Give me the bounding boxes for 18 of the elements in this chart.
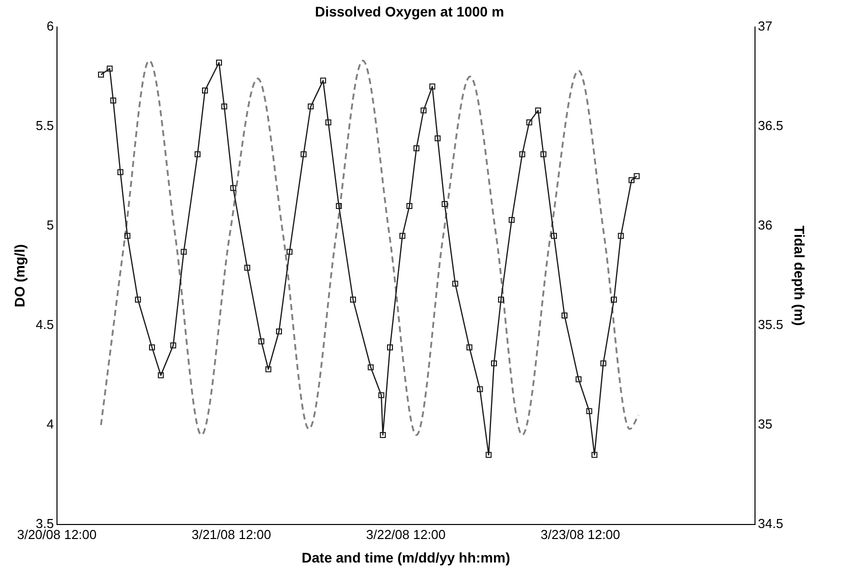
y-tick-label: 5 bbox=[46, 218, 54, 232]
y-tick-label: 4 bbox=[46, 416, 54, 432]
y-tick-label: 4.5 bbox=[36, 317, 54, 332]
y2-tick-label: 37 bbox=[758, 18, 772, 34]
y-tick-label: 6 bbox=[46, 18, 54, 34]
y2-tick-label: 34.5 bbox=[758, 516, 784, 532]
y2-axis-title: Tidal depth (m) bbox=[792, 226, 808, 326]
x-tick-label: 3/22/08 12:00 bbox=[366, 526, 446, 542]
y-tick-label: 5.5 bbox=[36, 118, 54, 133]
x-tick-label: 3/21/08 12:00 bbox=[192, 526, 272, 542]
y2-tick-label: 36.5 bbox=[758, 118, 784, 133]
x-axis-title: Date and time (m/dd/yy hh:mm) bbox=[302, 549, 510, 566]
x-tick-label: 3/23/08 12:00 bbox=[540, 526, 620, 542]
y-axis-title: DO (mg/l) bbox=[11, 244, 28, 308]
y2-tick-label: 35 bbox=[758, 416, 772, 432]
chart-title: Dissolved Oxygen at 1000 m bbox=[314, 3, 504, 20]
y2-tick-label: 36 bbox=[758, 218, 772, 232]
y2-tick-label: 35.5 bbox=[758, 317, 784, 332]
